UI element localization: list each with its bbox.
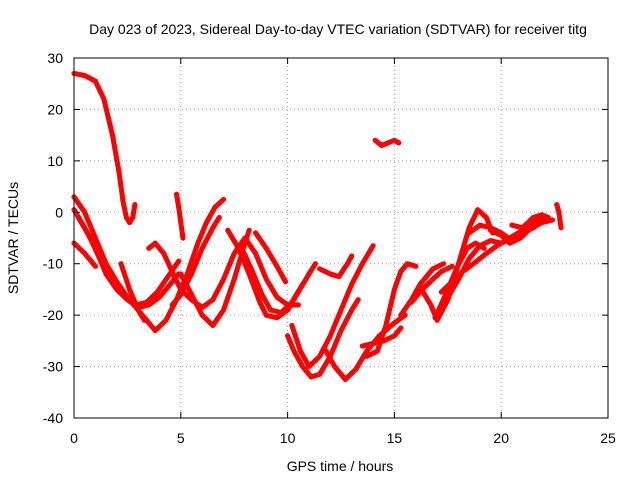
data-point bbox=[216, 214, 222, 221]
series-arc-6 bbox=[118, 261, 148, 323]
series-arc-8 bbox=[173, 191, 186, 241]
series-arc-1 bbox=[71, 70, 138, 226]
series-arc-13 bbox=[252, 230, 289, 285]
y-tick-label: 30 bbox=[47, 50, 63, 66]
x-axis-title: GPS time / hours bbox=[287, 458, 394, 474]
chart-title: Day 023 of 2023, Sidereal Day-to-day VTE… bbox=[89, 21, 587, 37]
data-point bbox=[370, 243, 376, 249]
data-point bbox=[312, 261, 318, 267]
tick-labels: 0 5 10 15 20 25 -40 -30 -20 -10 0 10 20 30 bbox=[43, 50, 616, 446]
series-arc-11 bbox=[225, 227, 318, 321]
data-point bbox=[295, 302, 301, 308]
plot-border bbox=[73, 57, 609, 419]
data-point bbox=[545, 214, 551, 221]
data-point bbox=[299, 281, 306, 287]
y-tick-label: -10 bbox=[43, 256, 63, 272]
series-arc-30 bbox=[554, 201, 564, 231]
y-tick-label: 10 bbox=[47, 153, 63, 169]
series-arc-15 bbox=[289, 243, 376, 370]
y-tick-label: 0 bbox=[55, 204, 63, 220]
data-point bbox=[398, 325, 404, 331]
data-point bbox=[180, 235, 186, 241]
data-point bbox=[413, 263, 419, 269]
data-point bbox=[558, 225, 564, 231]
axis-ticks bbox=[73, 57, 609, 419]
data-point bbox=[396, 140, 402, 146]
y-tick-label: -40 bbox=[43, 410, 63, 426]
data-point bbox=[349, 253, 355, 259]
series-arc-20 bbox=[372, 137, 402, 149]
series-arc-19 bbox=[364, 261, 419, 359]
y-tick-label: -30 bbox=[43, 359, 63, 375]
y-tick-label: 20 bbox=[47, 101, 63, 117]
data-point bbox=[282, 279, 289, 285]
series-arc-14 bbox=[285, 297, 361, 380]
data-point bbox=[132, 201, 138, 208]
data-point bbox=[246, 227, 252, 233]
series-arc-28 bbox=[487, 217, 556, 246]
data-point bbox=[176, 258, 182, 264]
series-arc-17 bbox=[323, 312, 408, 383]
data-point bbox=[355, 297, 361, 303]
data-point bbox=[449, 263, 455, 269]
series-arc-29 bbox=[509, 212, 551, 231]
grid-lines bbox=[74, 58, 608, 418]
x-tick-label: 20 bbox=[493, 430, 509, 446]
x-tick-label: 25 bbox=[600, 430, 616, 446]
data-point bbox=[92, 263, 98, 269]
series-arc-10 bbox=[178, 227, 252, 329]
data-point bbox=[549, 217, 556, 223]
data-point bbox=[440, 261, 447, 267]
series-arc-4 bbox=[71, 240, 98, 269]
y-axis-title: SDTVAR / TECUs bbox=[5, 182, 21, 294]
x-tick-label: 15 bbox=[387, 430, 403, 446]
series-arc-16 bbox=[317, 253, 355, 280]
x-tick-label: 10 bbox=[280, 430, 296, 446]
x-tick-label: 5 bbox=[177, 430, 185, 446]
series-arc-12 bbox=[238, 243, 306, 316]
data-point bbox=[141, 317, 148, 323]
x-tick-label: 0 bbox=[70, 430, 78, 446]
series-arc-22 bbox=[408, 263, 455, 305]
y-tick-label: -20 bbox=[43, 307, 63, 323]
series-arc-5 bbox=[75, 214, 182, 308]
data-points bbox=[71, 70, 564, 383]
data-point bbox=[220, 196, 227, 203]
